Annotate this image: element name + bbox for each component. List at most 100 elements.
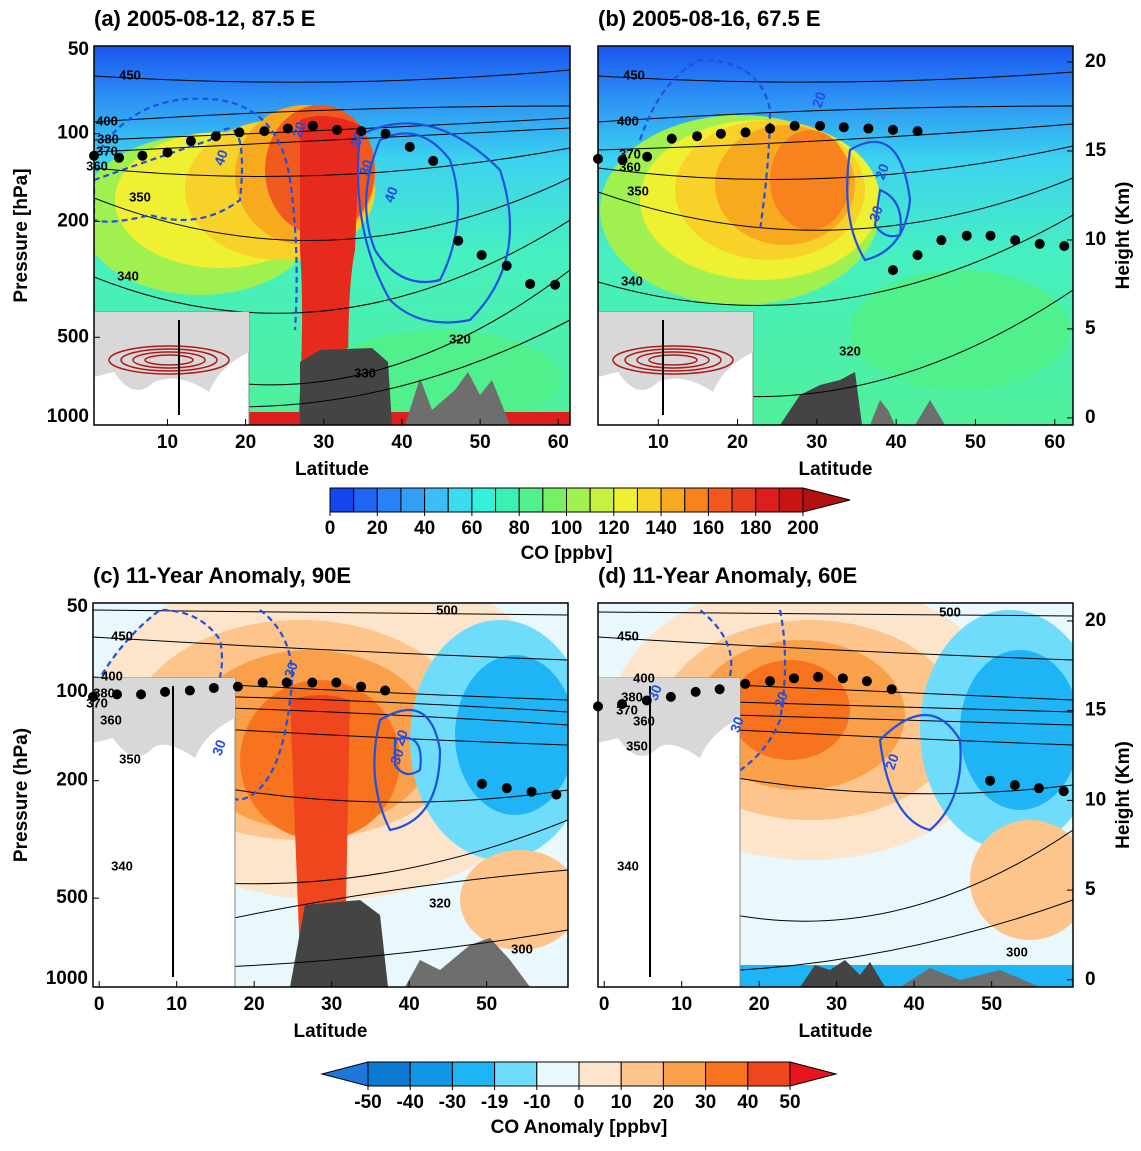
colorbar-box [578, 1061, 622, 1087]
x-tick-label: 50 [470, 432, 491, 453]
tropopause-point [692, 131, 703, 142]
colorbar-box [747, 1061, 791, 1087]
colorbar-tick-label: 20 [367, 518, 388, 539]
co-contour [356, 122, 512, 324]
terrain [780, 372, 862, 425]
tropopause-point [961, 230, 972, 241]
colorbar-tick-label: -40 [396, 1092, 423, 1113]
tropopause-point [476, 250, 487, 261]
tropopause-point [765, 676, 776, 687]
tropopause-point [1058, 786, 1069, 797]
inset-contour [144, 354, 194, 366]
isentrope-label: 300 [1006, 944, 1028, 959]
isentrope [94, 147, 570, 177]
tropopause-point [617, 154, 628, 165]
colorbar-tick-label: 10 [611, 1092, 632, 1113]
tropopause-point [428, 155, 439, 166]
isentrope [94, 219, 570, 314]
field-region [960, 650, 1073, 810]
tropopause-point [1010, 235, 1021, 246]
y2-tick-label: 20 [1085, 51, 1106, 72]
y-tick-label: 200 [57, 210, 89, 231]
co-contour-label: 20 [872, 161, 892, 181]
tropopause-point [593, 153, 603, 164]
tropopause-point [453, 235, 464, 246]
isentrope-label: 500 [939, 604, 961, 619]
tropopause-point [838, 122, 849, 133]
tropopause-point [550, 279, 561, 290]
tropopause-point [476, 778, 487, 789]
tropopause-point [936, 235, 947, 246]
isentrope [598, 636, 1073, 661]
colorbar-box [494, 1061, 538, 1087]
y2-tick-label: 10 [1085, 789, 1106, 810]
y2-tick-label: 0 [1085, 969, 1096, 990]
colorbar-box [367, 1061, 411, 1087]
tropopause-point [641, 695, 652, 706]
x-tick-label: 10 [671, 994, 692, 1015]
tropopause-point [185, 136, 196, 147]
co-contour [365, 132, 460, 284]
tropopause-point [863, 123, 874, 134]
field-region [460, 850, 568, 950]
colorbar-box [518, 487, 544, 513]
isentrope-label: 350 [627, 183, 649, 198]
colorbar-tick-label: 0 [325, 518, 336, 539]
x-tick-label: 50 [476, 994, 497, 1015]
tropopause-point [501, 260, 512, 271]
tropopause-point [551, 789, 562, 800]
y2-axis-label: Height (Km) [1113, 741, 1134, 849]
inset-contour [624, 348, 722, 372]
colorbar-box [662, 1061, 707, 1087]
x-tick-label: 10 [648, 432, 669, 453]
inset-contour [108, 345, 230, 375]
isentrope [598, 611, 1073, 617]
tropopause-point [861, 676, 872, 687]
x-tick-label: 40 [391, 432, 412, 453]
colorbar-tick-label: 200 [787, 518, 819, 539]
x-axis-label: Latitude [799, 459, 873, 480]
isentrope [94, 177, 570, 241]
y-axis-label: Pressure [hPa] [11, 168, 32, 302]
y2-tick-label: 0 [1085, 407, 1096, 428]
isentrope-label: 350 [626, 738, 648, 753]
colorbar-box [471, 487, 497, 513]
tropopause-point [666, 133, 677, 144]
tropopause-point [136, 689, 147, 700]
inset-contour [132, 351, 206, 369]
tropopause-point [380, 128, 391, 139]
y-tick-label: 100 [56, 681, 88, 702]
isentrope-label: 320 [429, 895, 451, 910]
tropopause-point [404, 141, 415, 152]
isentrope [598, 145, 1073, 180]
co-contour [393, 737, 422, 776]
y-axis-label: Pressure (hPa) [11, 728, 32, 862]
x-tick-label: 60 [1044, 432, 1065, 453]
field-region [455, 655, 568, 815]
x-tick-label: 10 [157, 432, 178, 453]
isentrope-label: 320 [839, 343, 861, 358]
colorbar-box [778, 487, 804, 513]
tropopause-point [789, 673, 800, 684]
co-contour-label: 20 [391, 727, 411, 747]
isentrope [94, 127, 570, 153]
isentrope-label: 450 [623, 67, 645, 82]
tropopause-point [642, 151, 653, 162]
tropopause-point [259, 126, 270, 137]
isentrope-label: 450 [119, 67, 141, 82]
tropopause-point [985, 775, 996, 786]
x-axis-label: Latitude [295, 459, 369, 480]
y-tick-label: 500 [57, 326, 89, 347]
co-contour [873, 188, 902, 238]
co-contour-label: 30 [866, 203, 886, 223]
tropopause-point [282, 123, 293, 134]
colorbar-tick-label: 40 [737, 1092, 758, 1113]
panel-title: (b) 2005-08-16, 67.5 E [598, 6, 821, 31]
co-contour-label: 30 [356, 157, 376, 177]
isentrope [94, 117, 570, 141]
tropopause-point [815, 120, 826, 131]
field-region [770, 130, 850, 230]
colorbar-box [707, 487, 733, 513]
colorbar-tick-label: 80 [509, 518, 530, 539]
